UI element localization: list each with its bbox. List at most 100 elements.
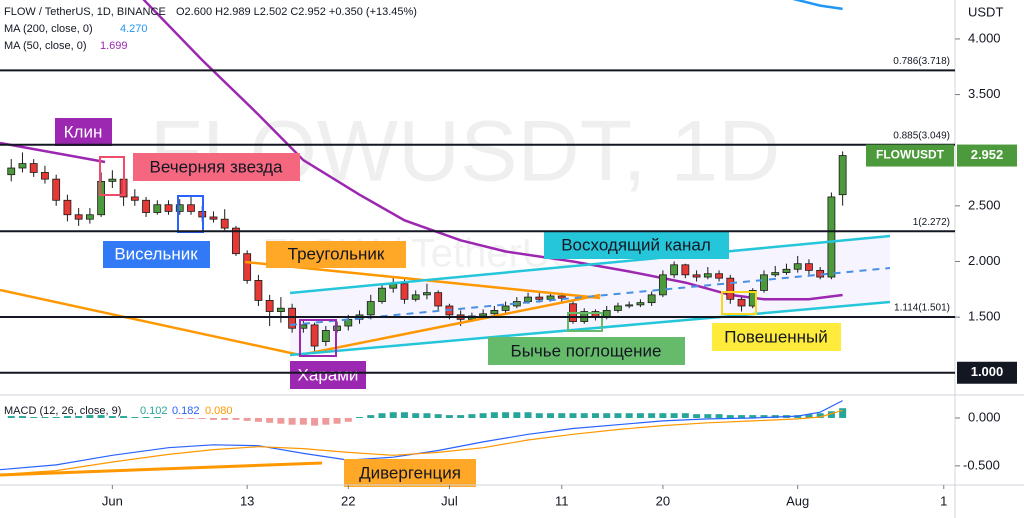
candle-body bbox=[232, 227, 240, 255]
symbol-label: FLOWUSDT bbox=[876, 148, 945, 162]
moving-average bbox=[792, 0, 843, 11]
candle-body bbox=[400, 283, 409, 300]
annotation: Клин bbox=[64, 122, 103, 141]
candle-body bbox=[85, 214, 94, 220]
histogram-bar bbox=[547, 413, 555, 418]
candle-body bbox=[625, 304, 634, 307]
y-tick-label: 0.000 bbox=[968, 409, 1001, 424]
candle-body bbox=[636, 302, 645, 306]
price-pane bbox=[7, 0, 847, 353]
histogram-bar bbox=[344, 417, 352, 422]
channel-line bbox=[289, 300, 891, 357]
histogram-bar bbox=[726, 415, 734, 418]
pattern-box bbox=[99, 156, 125, 196]
candle-body bbox=[670, 264, 679, 276]
histogram-bar bbox=[254, 417, 262, 422]
histogram-bar bbox=[457, 415, 465, 418]
annotation: Висельник bbox=[114, 244, 198, 263]
histogram-bar bbox=[591, 413, 599, 418]
histogram-bar bbox=[243, 417, 251, 421]
macd-legend: MACD (12, 26, close, 9) bbox=[4, 405, 121, 417]
price-box bbox=[957, 361, 1017, 384]
histogram-bar bbox=[468, 414, 476, 418]
histogram-bar bbox=[445, 415, 453, 418]
annotations: Клин Вечерняя звезда Висельник Треугольн… bbox=[55, 118, 841, 487]
histogram-bar bbox=[400, 412, 408, 418]
symbol-box bbox=[866, 144, 954, 167]
histogram-bar bbox=[221, 417, 229, 420]
tag-box bbox=[103, 241, 210, 268]
histogram-bar bbox=[670, 413, 678, 418]
macd-line bbox=[0, 400, 843, 471]
histogram-bar bbox=[490, 412, 498, 418]
channel-line bbox=[289, 234, 891, 295]
x-tick-label: 11 bbox=[555, 493, 569, 508]
histogram-bar bbox=[63, 416, 71, 418]
level-label: 1.114(1.501) bbox=[894, 303, 950, 314]
candle-body bbox=[524, 296, 532, 302]
ma-legend: MA (50, close, 0) bbox=[4, 40, 87, 52]
annotation: Харами bbox=[298, 365, 359, 384]
candle-body bbox=[557, 295, 566, 299]
x-tick-label: 1 bbox=[940, 493, 947, 508]
histogram-bar bbox=[108, 416, 116, 418]
divergence-line bbox=[0, 461, 323, 477]
histogram-bar bbox=[187, 417, 195, 419]
candle-body bbox=[220, 218, 229, 229]
price-box bbox=[957, 144, 1017, 167]
histogram-bar bbox=[378, 413, 386, 418]
histogram-bar bbox=[659, 413, 667, 418]
ma-legend: MA (200, close, 0) bbox=[4, 23, 93, 35]
candle-body bbox=[658, 274, 667, 296]
histogram-bar bbox=[580, 413, 588, 418]
candle-body bbox=[254, 279, 263, 301]
histogram-bar bbox=[120, 416, 128, 418]
candle-body bbox=[681, 264, 690, 276]
level-label: 0.786(3.718) bbox=[893, 56, 950, 67]
channel-midline bbox=[289, 267, 891, 326]
histogram-bar bbox=[389, 412, 397, 418]
tag-box bbox=[290, 361, 366, 389]
tag-box bbox=[488, 337, 685, 365]
candle-body bbox=[74, 214, 83, 220]
x-tick-label: Jun bbox=[102, 493, 123, 508]
candle-body bbox=[41, 172, 49, 180]
histogram-bar bbox=[502, 412, 510, 418]
histogram-bar bbox=[367, 415, 375, 418]
histogram-bar bbox=[805, 414, 813, 418]
unit-label: USDT bbox=[968, 4, 1003, 19]
watermark: FLOWUSDT, 1D bbox=[150, 104, 781, 200]
histogram-bar bbox=[423, 413, 431, 418]
candle-body bbox=[423, 292, 431, 296]
candle-body bbox=[703, 273, 712, 278]
candle-body bbox=[546, 295, 555, 300]
candle-body bbox=[52, 178, 61, 201]
candle-body bbox=[366, 301, 375, 316]
annotation: Дивергенция bbox=[359, 463, 461, 482]
histogram-bar bbox=[625, 413, 633, 418]
candle-body bbox=[97, 180, 106, 216]
histogram-bar bbox=[356, 417, 364, 418]
macd-line bbox=[0, 409, 843, 476]
pattern-box bbox=[567, 312, 603, 332]
tag-box bbox=[344, 459, 476, 487]
histogram-bar bbox=[153, 417, 161, 418]
ma-legend-value: 1.699 bbox=[100, 40, 128, 52]
histogram-bar bbox=[288, 417, 296, 425]
candle-body bbox=[647, 294, 656, 304]
annotation: Вечерняя звезда bbox=[149, 157, 283, 176]
histogram-bar bbox=[749, 415, 757, 418]
histogram-bar bbox=[52, 417, 60, 418]
candle-body bbox=[310, 324, 319, 347]
histogram-bar bbox=[322, 417, 330, 425]
candle-body bbox=[479, 313, 488, 317]
candle-body bbox=[760, 274, 768, 291]
histogram-bar bbox=[816, 413, 824, 418]
histogram-bar bbox=[176, 417, 184, 419]
tag-box bbox=[712, 323, 841, 351]
histogram-bar bbox=[333, 417, 341, 424]
candle-body bbox=[265, 300, 274, 312]
histogram-bar bbox=[524, 412, 532, 418]
y-tick-label: -0.500 bbox=[963, 457, 1000, 472]
